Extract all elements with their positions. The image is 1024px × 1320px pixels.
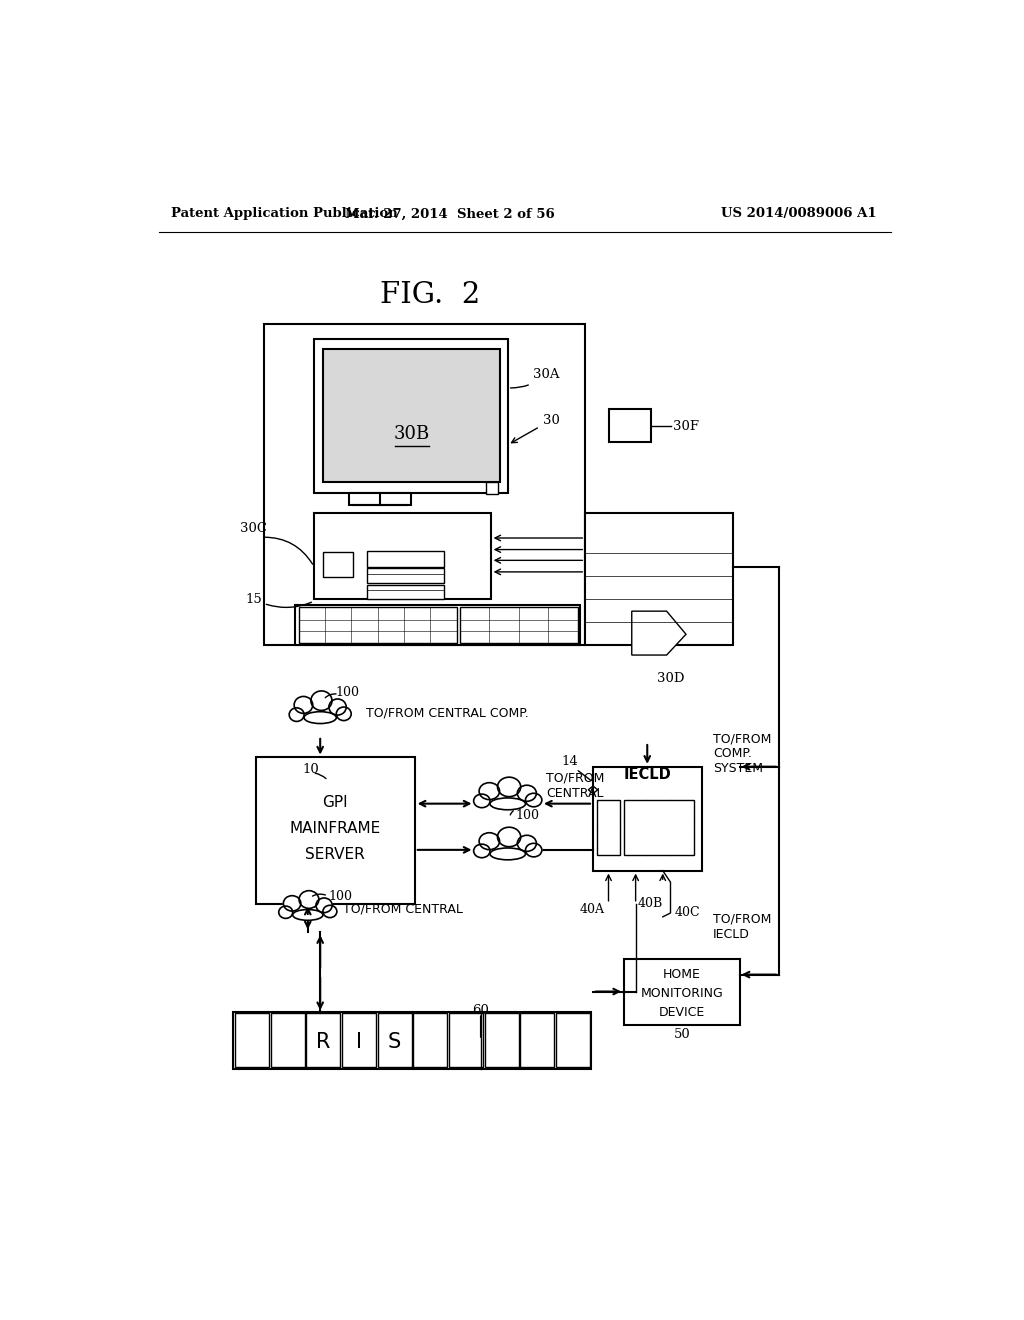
Bar: [586, 512, 732, 645]
Ellipse shape: [316, 898, 332, 912]
Bar: [324, 552, 352, 577]
Ellipse shape: [323, 906, 337, 917]
Bar: [270, 1014, 305, 1067]
Ellipse shape: [304, 711, 336, 723]
Text: 40B: 40B: [638, 898, 664, 911]
Ellipse shape: [490, 797, 525, 809]
Text: 30F: 30F: [673, 420, 698, 433]
Bar: [234, 1014, 269, 1067]
Text: IECLD: IECLD: [624, 767, 671, 781]
Ellipse shape: [329, 700, 346, 715]
Ellipse shape: [299, 891, 318, 908]
Text: FIG.  2: FIG. 2: [380, 281, 480, 309]
Bar: [556, 1014, 590, 1067]
Text: 30: 30: [512, 413, 559, 442]
Bar: [306, 1014, 340, 1067]
Bar: [314, 512, 490, 599]
Ellipse shape: [474, 845, 490, 858]
Text: HOME
MONITORING
DEVICE: HOME MONITORING DEVICE: [641, 969, 724, 1019]
Text: 10: 10: [302, 763, 319, 776]
Text: 100: 100: [515, 809, 540, 822]
Text: GPI
MAINFRAME
SERVER: GPI MAINFRAME SERVER: [290, 795, 381, 862]
Ellipse shape: [284, 896, 301, 911]
Text: 30C: 30C: [241, 521, 267, 535]
Ellipse shape: [517, 836, 537, 851]
Bar: [256, 758, 415, 904]
Ellipse shape: [498, 828, 521, 846]
Bar: [624, 960, 740, 1024]
Text: 14: 14: [561, 755, 579, 768]
Ellipse shape: [479, 783, 500, 800]
Text: 30D: 30D: [656, 672, 684, 685]
Polygon shape: [632, 611, 686, 655]
Text: US 2014/0089006 A1: US 2014/0089006 A1: [721, 207, 877, 220]
Bar: [608, 409, 651, 442]
Text: TO/FROM
IECLD: TO/FROM IECLD: [713, 913, 771, 941]
Text: Mar. 27, 2014  Sheet 2 of 56: Mar. 27, 2014 Sheet 2 of 56: [345, 207, 555, 220]
Ellipse shape: [479, 833, 500, 850]
Bar: [449, 1014, 483, 1067]
Text: I: I: [356, 1032, 361, 1052]
Ellipse shape: [311, 690, 332, 710]
Text: 30A: 30A: [511, 368, 559, 388]
Bar: [593, 767, 701, 871]
Text: 100: 100: [328, 890, 352, 903]
Ellipse shape: [490, 847, 525, 859]
Ellipse shape: [289, 708, 304, 722]
Bar: [263, 323, 586, 645]
Bar: [624, 800, 693, 855]
Text: Patent Application Publication: Patent Application Publication: [171, 207, 397, 220]
Bar: [324, 350, 500, 482]
Bar: [232, 1011, 591, 1069]
Text: 40A: 40A: [580, 903, 604, 916]
Text: 30B: 30B: [393, 425, 430, 444]
Text: S: S: [388, 1032, 401, 1052]
Bar: [342, 1014, 376, 1067]
Ellipse shape: [279, 906, 293, 919]
Bar: [460, 607, 578, 643]
Bar: [414, 1014, 447, 1067]
Bar: [378, 1014, 412, 1067]
Bar: [299, 607, 458, 643]
Bar: [520, 1014, 554, 1067]
Text: 40C: 40C: [675, 907, 700, 920]
Bar: [314, 339, 508, 494]
Text: TO/FROM
COMP.
SYSTEM: TO/FROM COMP. SYSTEM: [713, 733, 771, 775]
Text: R: R: [316, 1032, 331, 1052]
Ellipse shape: [525, 793, 542, 807]
Text: 50: 50: [674, 1028, 690, 1041]
Bar: [484, 1014, 518, 1067]
Text: 15: 15: [246, 593, 262, 606]
Ellipse shape: [474, 795, 490, 808]
Bar: [597, 800, 621, 855]
Text: 60: 60: [472, 1005, 489, 1018]
Text: TO/FROM CENTRAL COMP.: TO/FROM CENTRAL COMP.: [366, 706, 528, 719]
Text: TO/FROM CENTRAL: TO/FROM CENTRAL: [343, 903, 463, 916]
Ellipse shape: [525, 843, 542, 857]
Bar: [295, 605, 580, 645]
Ellipse shape: [517, 785, 537, 801]
Text: 100: 100: [336, 685, 359, 698]
Ellipse shape: [336, 708, 351, 721]
Bar: [367, 552, 444, 566]
Bar: [486, 482, 499, 494]
Bar: [367, 568, 444, 583]
Ellipse shape: [498, 777, 521, 797]
Ellipse shape: [293, 909, 323, 920]
Ellipse shape: [294, 697, 312, 713]
Bar: [349, 494, 411, 506]
Bar: [367, 585, 444, 599]
Text: TO/FROM
CENTRAL: TO/FROM CENTRAL: [547, 772, 605, 800]
